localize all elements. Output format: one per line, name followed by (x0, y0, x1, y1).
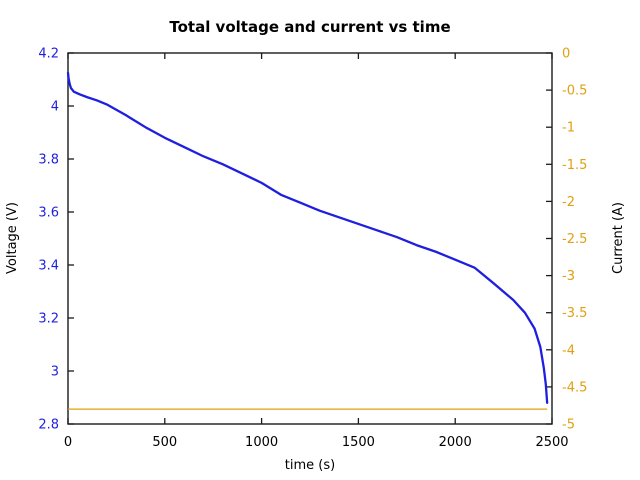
y-axis-label-left: Voltage (V) (5, 202, 20, 274)
y-tick-label-left: 4.2 (38, 47, 59, 62)
x-tick-label: 500 (152, 435, 177, 450)
x-tick-label: 2500 (535, 435, 568, 450)
y-tick-label-right: -2.5 (562, 232, 587, 247)
y-tick-label-right: -1 (562, 121, 575, 136)
y-tick-label-left: 2.8 (38, 418, 59, 433)
voltage-curve-series (66, 71, 549, 404)
y-tick-label-left: 3.6 (38, 206, 59, 221)
y-axis-label-right: Current (A) (611, 202, 626, 274)
y-tick-label-right: -2 (562, 195, 575, 210)
y-tick-label-left: 3.2 (38, 312, 59, 327)
y-tick-label-left: 3 (51, 365, 59, 380)
y-tick-label-right: 0 (562, 47, 570, 62)
plot-border (67, 52, 553, 425)
y-tick-label-right: -3.5 (562, 306, 587, 321)
y-tick-label-right: -0.5 (562, 84, 587, 99)
chart-title: Total voltage and current vs time (169, 18, 450, 36)
x-tick-label: 2000 (439, 435, 472, 450)
y-tick-label-right: -4.5 (562, 380, 587, 395)
x-axis-label: time (s) (285, 458, 335, 473)
y-tick-label-right: -1.5 (562, 158, 587, 173)
y-tick-label-left: 3.8 (38, 153, 59, 168)
y-tick-label-right: -4 (562, 343, 575, 358)
x-tick-label: 1500 (342, 435, 375, 450)
ticks-layer (67, 52, 553, 425)
y-tick-label-right: -3 (562, 269, 575, 284)
x-tick-label: 1000 (245, 435, 278, 450)
tick-labels-layer: 0 500 1000 1500 2000 2500 4.2 4 3.8 3.6 3.4 3.2 3 2.8… (38, 47, 587, 451)
x-tick-label: 0 (64, 435, 72, 450)
y-tick-label-right: -5 (562, 418, 575, 433)
y-tick-label-left: 4 (51, 100, 59, 115)
y-tick-label-left: 3.4 (38, 259, 59, 274)
